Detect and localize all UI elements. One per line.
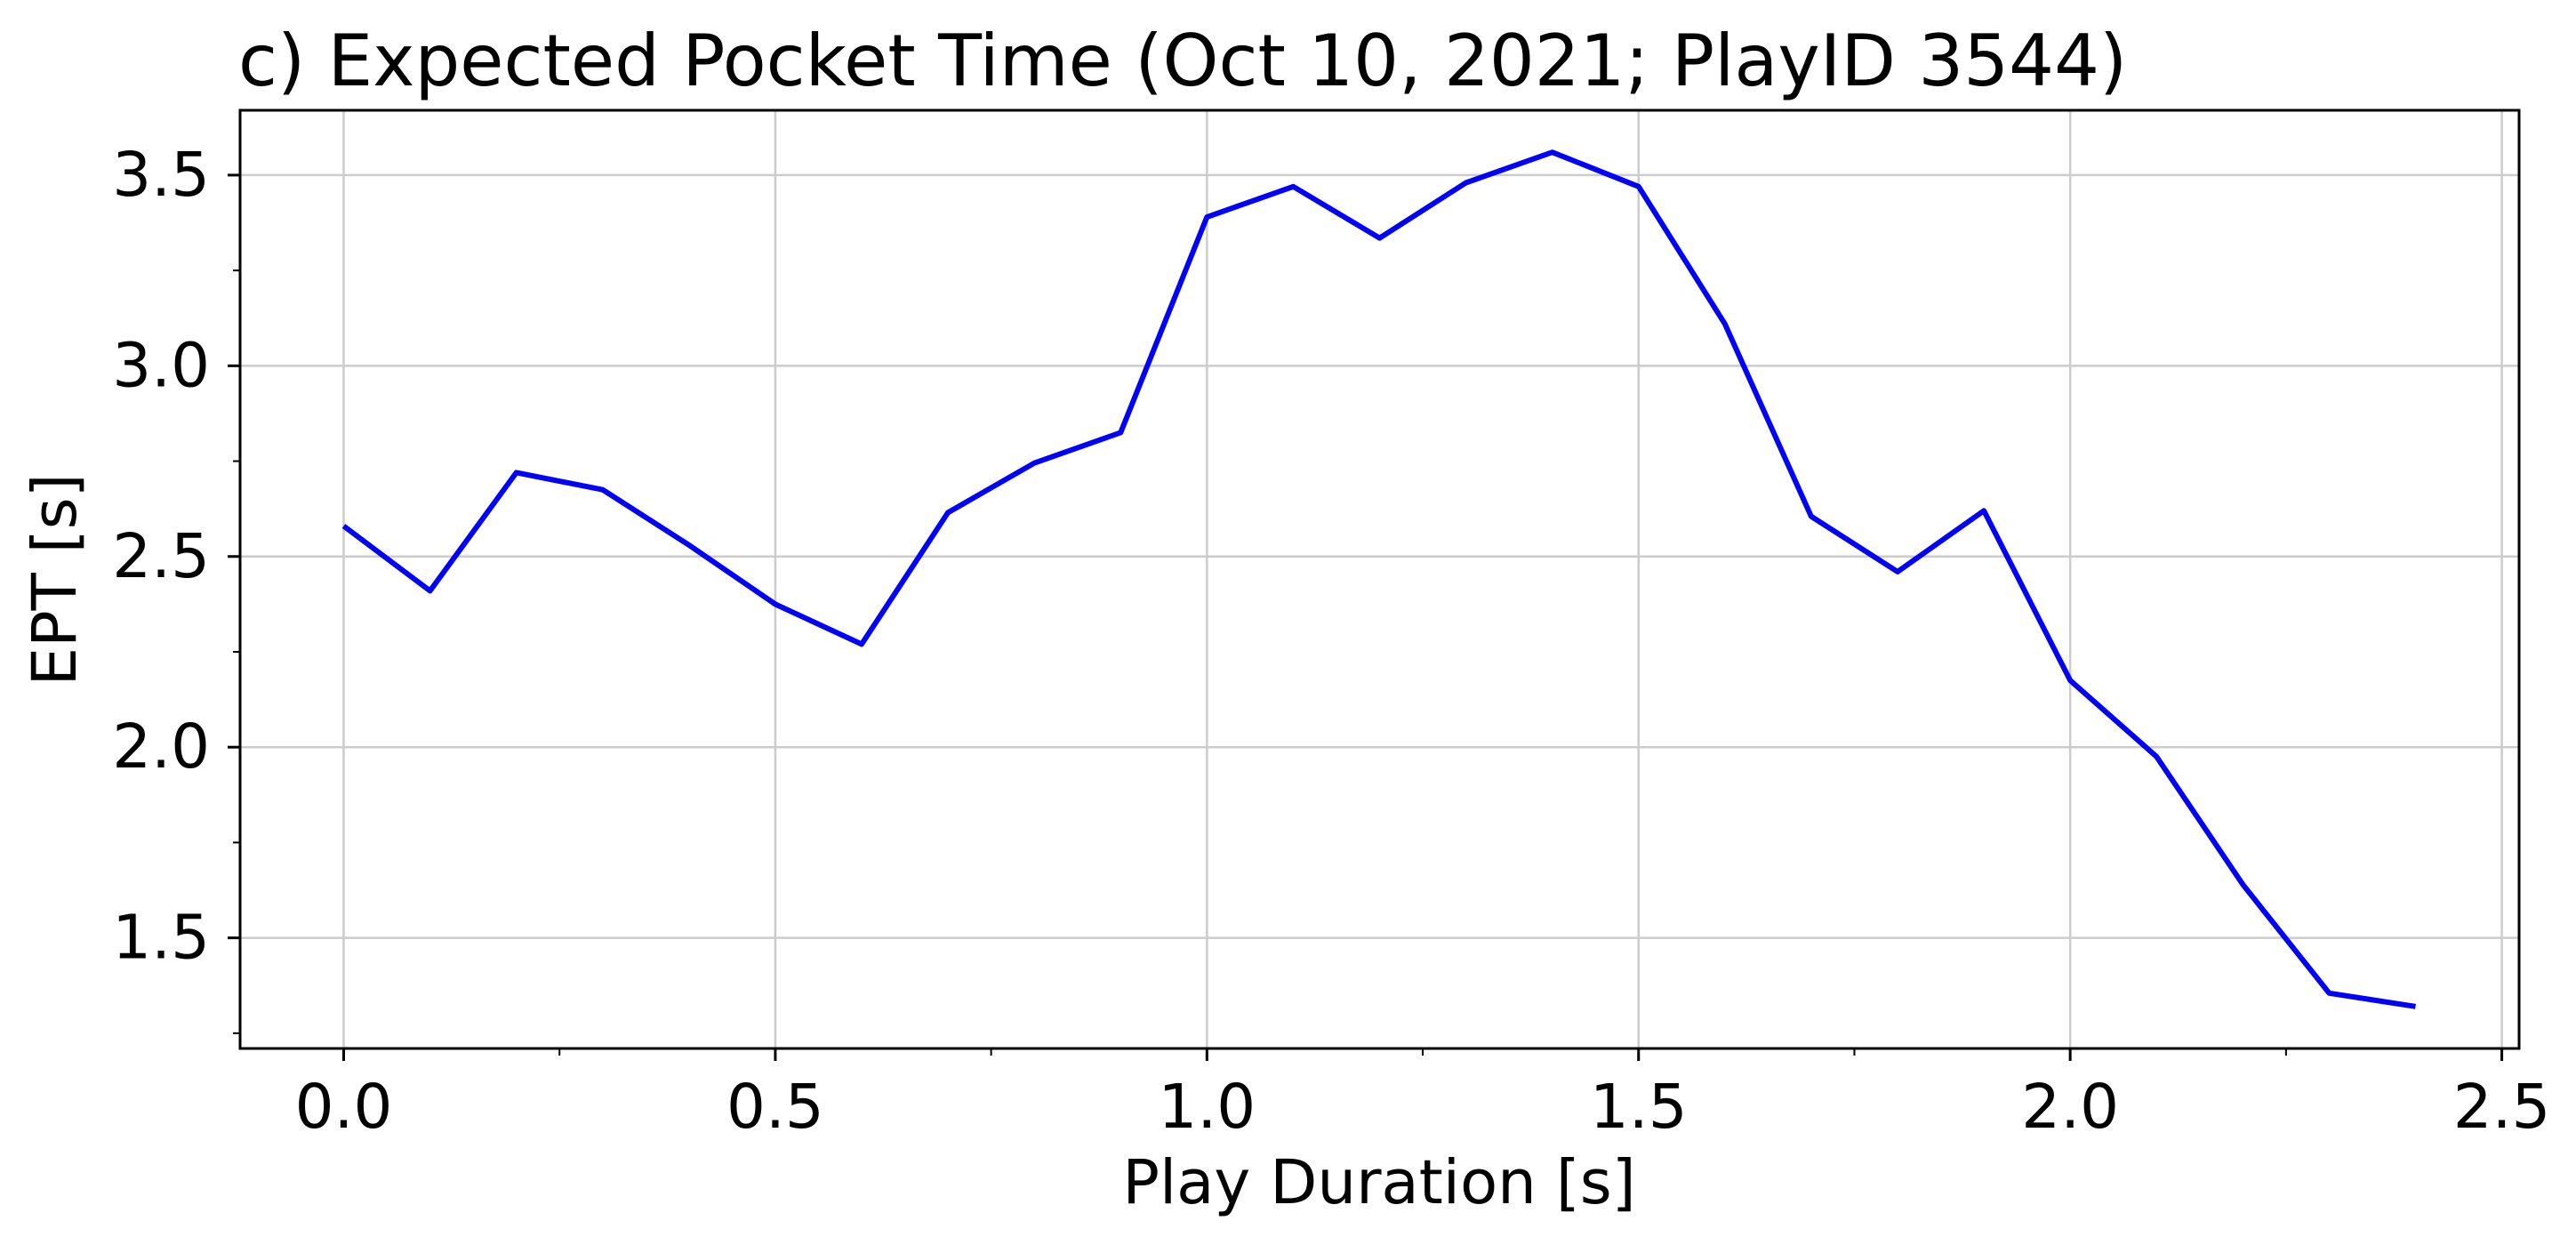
x-axis-label: Play Duration [s] [1122, 1147, 1635, 1218]
y-tick-label: 2.5 [112, 521, 210, 592]
chart-title: c) Expected Pocket Time (Oct 10, 2021; P… [238, 20, 2127, 102]
series-line [341, 149, 2416, 1009]
y-tick-label: 1.5 [112, 903, 210, 974]
plot-frame [238, 108, 2521, 1050]
x-tick-label: 0.5 [726, 1072, 824, 1143]
x-tick-label: 1.0 [1158, 1072, 1256, 1143]
tick-layer: 0.0 0.5 1.0 1.5 2.0 2.5 1.5 2.0 2.5 3.0 3.5 [112, 140, 2550, 1143]
y-axis-label: EPT [s] [20, 473, 91, 686]
x-tick-label: 2.5 [2453, 1072, 2551, 1143]
series-layer [341, 149, 2416, 1009]
x-tick-label: 2.0 [2021, 1072, 2119, 1143]
y-tick-label: 2.0 [112, 711, 210, 783]
y-tick-label: 3.0 [112, 330, 210, 401]
y-tick-label: 3.5 [112, 140, 210, 211]
x-tick-label: 1.5 [1590, 1072, 1688, 1143]
x-tick-label: 0.0 [295, 1072, 393, 1143]
grid-layer [240, 110, 2519, 1048]
